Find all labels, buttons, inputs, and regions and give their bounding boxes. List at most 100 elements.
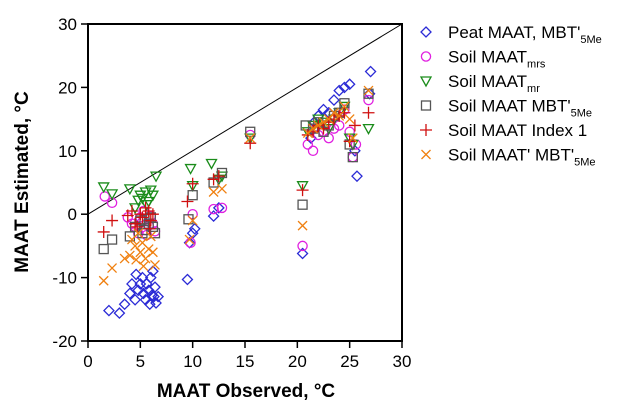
data-point [126,278,138,290]
data-point [296,184,309,197]
data-points [97,65,377,320]
data-point [184,234,195,245]
x-axis-title: MAAT Observed, °C [157,381,336,402]
legend-marker [420,124,432,136]
legend-label-subscript: mrs [527,59,546,71]
data-point [244,133,257,145]
y-tick-label: -20 [52,332,77,351]
data-point [146,190,159,202]
data-point [181,273,194,286]
data-point [186,177,199,190]
data-point [348,119,361,132]
data-point [208,187,219,197]
data-point [245,126,256,137]
x-tick-label: 30 [393,352,412,371]
legend-label: Peat MAAT, MBT'5Me [448,23,602,46]
data-point [297,220,308,231]
data-point [131,254,142,265]
data-point [323,114,334,125]
data-point [129,293,142,306]
data-point [302,139,314,150]
data-point [147,221,159,233]
data-point [313,120,324,131]
data-point [216,202,228,214]
data-point [212,170,225,183]
data-point [146,265,159,278]
data-point [347,151,358,163]
data-point [106,234,118,245]
data-point [105,189,119,201]
data-point [212,201,225,214]
data-point [207,210,220,223]
data-point [363,85,374,96]
data-point [364,65,377,78]
data-point [132,195,145,207]
data-point [184,163,197,175]
legend-marker [420,51,432,62]
data-point [347,133,358,144]
y-tick-label: 20 [58,78,77,97]
legend-label-subscript: 5Me [574,157,595,169]
data-point [138,261,149,272]
legend-label: Soil MAATmrs [448,48,546,71]
data-point [130,268,143,281]
legend-marker [421,149,431,160]
legend-label-subscript: 5Me [580,34,601,46]
data-point [130,240,141,251]
data-point [98,275,109,286]
data-point [318,117,329,128]
one-to-one-reference-line [87,23,403,215]
legend-marker [420,100,432,111]
data-point [140,253,151,264]
data-point [333,84,346,97]
legend-label-subscript: 5Me [571,108,592,120]
data-point [106,214,119,227]
data-point [244,137,257,150]
data-point [139,201,152,214]
data-point [338,101,351,113]
data-point [183,214,194,225]
data-point [205,158,218,170]
data-point [133,228,144,239]
data-point [208,203,219,215]
data-point [136,211,149,224]
data-point [129,217,142,230]
data-point [125,205,138,218]
data-point [187,190,198,201]
data-point [103,304,115,317]
series-5 [98,85,374,286]
x-tick-label: 5 [136,352,145,371]
data-point [362,123,375,135]
data-point [338,81,351,94]
data-point [363,88,374,99]
data-point [334,110,345,121]
data-point [308,123,318,134]
legend-label: Soil MAAT MBT'5Me [448,97,592,120]
data-point [351,170,363,183]
data-point [216,167,228,179]
plot-area [87,23,403,342]
data-point [328,94,340,106]
legend-label-subscript: mr [527,83,540,95]
data-point [135,247,146,258]
data-point [97,225,110,238]
data-point [207,173,220,186]
data-point [118,298,131,311]
y-tick-label: 30 [58,15,77,34]
y-axis-title: MAAT Estimated, °C [12,91,33,273]
y-tick-label: 0 [68,205,77,224]
data-point [150,259,160,270]
data-point [296,181,309,193]
data-point [147,247,158,258]
x-axis: 0 5 10 15 20 25 30 [83,341,411,371]
data-point [362,106,375,119]
x-tick-label: 15 [236,352,255,371]
x-tick-label: 0 [83,352,92,371]
data-point [301,128,314,141]
legend-label: Soil MAATmr [448,72,540,95]
data-point [143,244,154,255]
data-point [107,263,118,274]
x-tick-label: 20 [288,352,307,371]
